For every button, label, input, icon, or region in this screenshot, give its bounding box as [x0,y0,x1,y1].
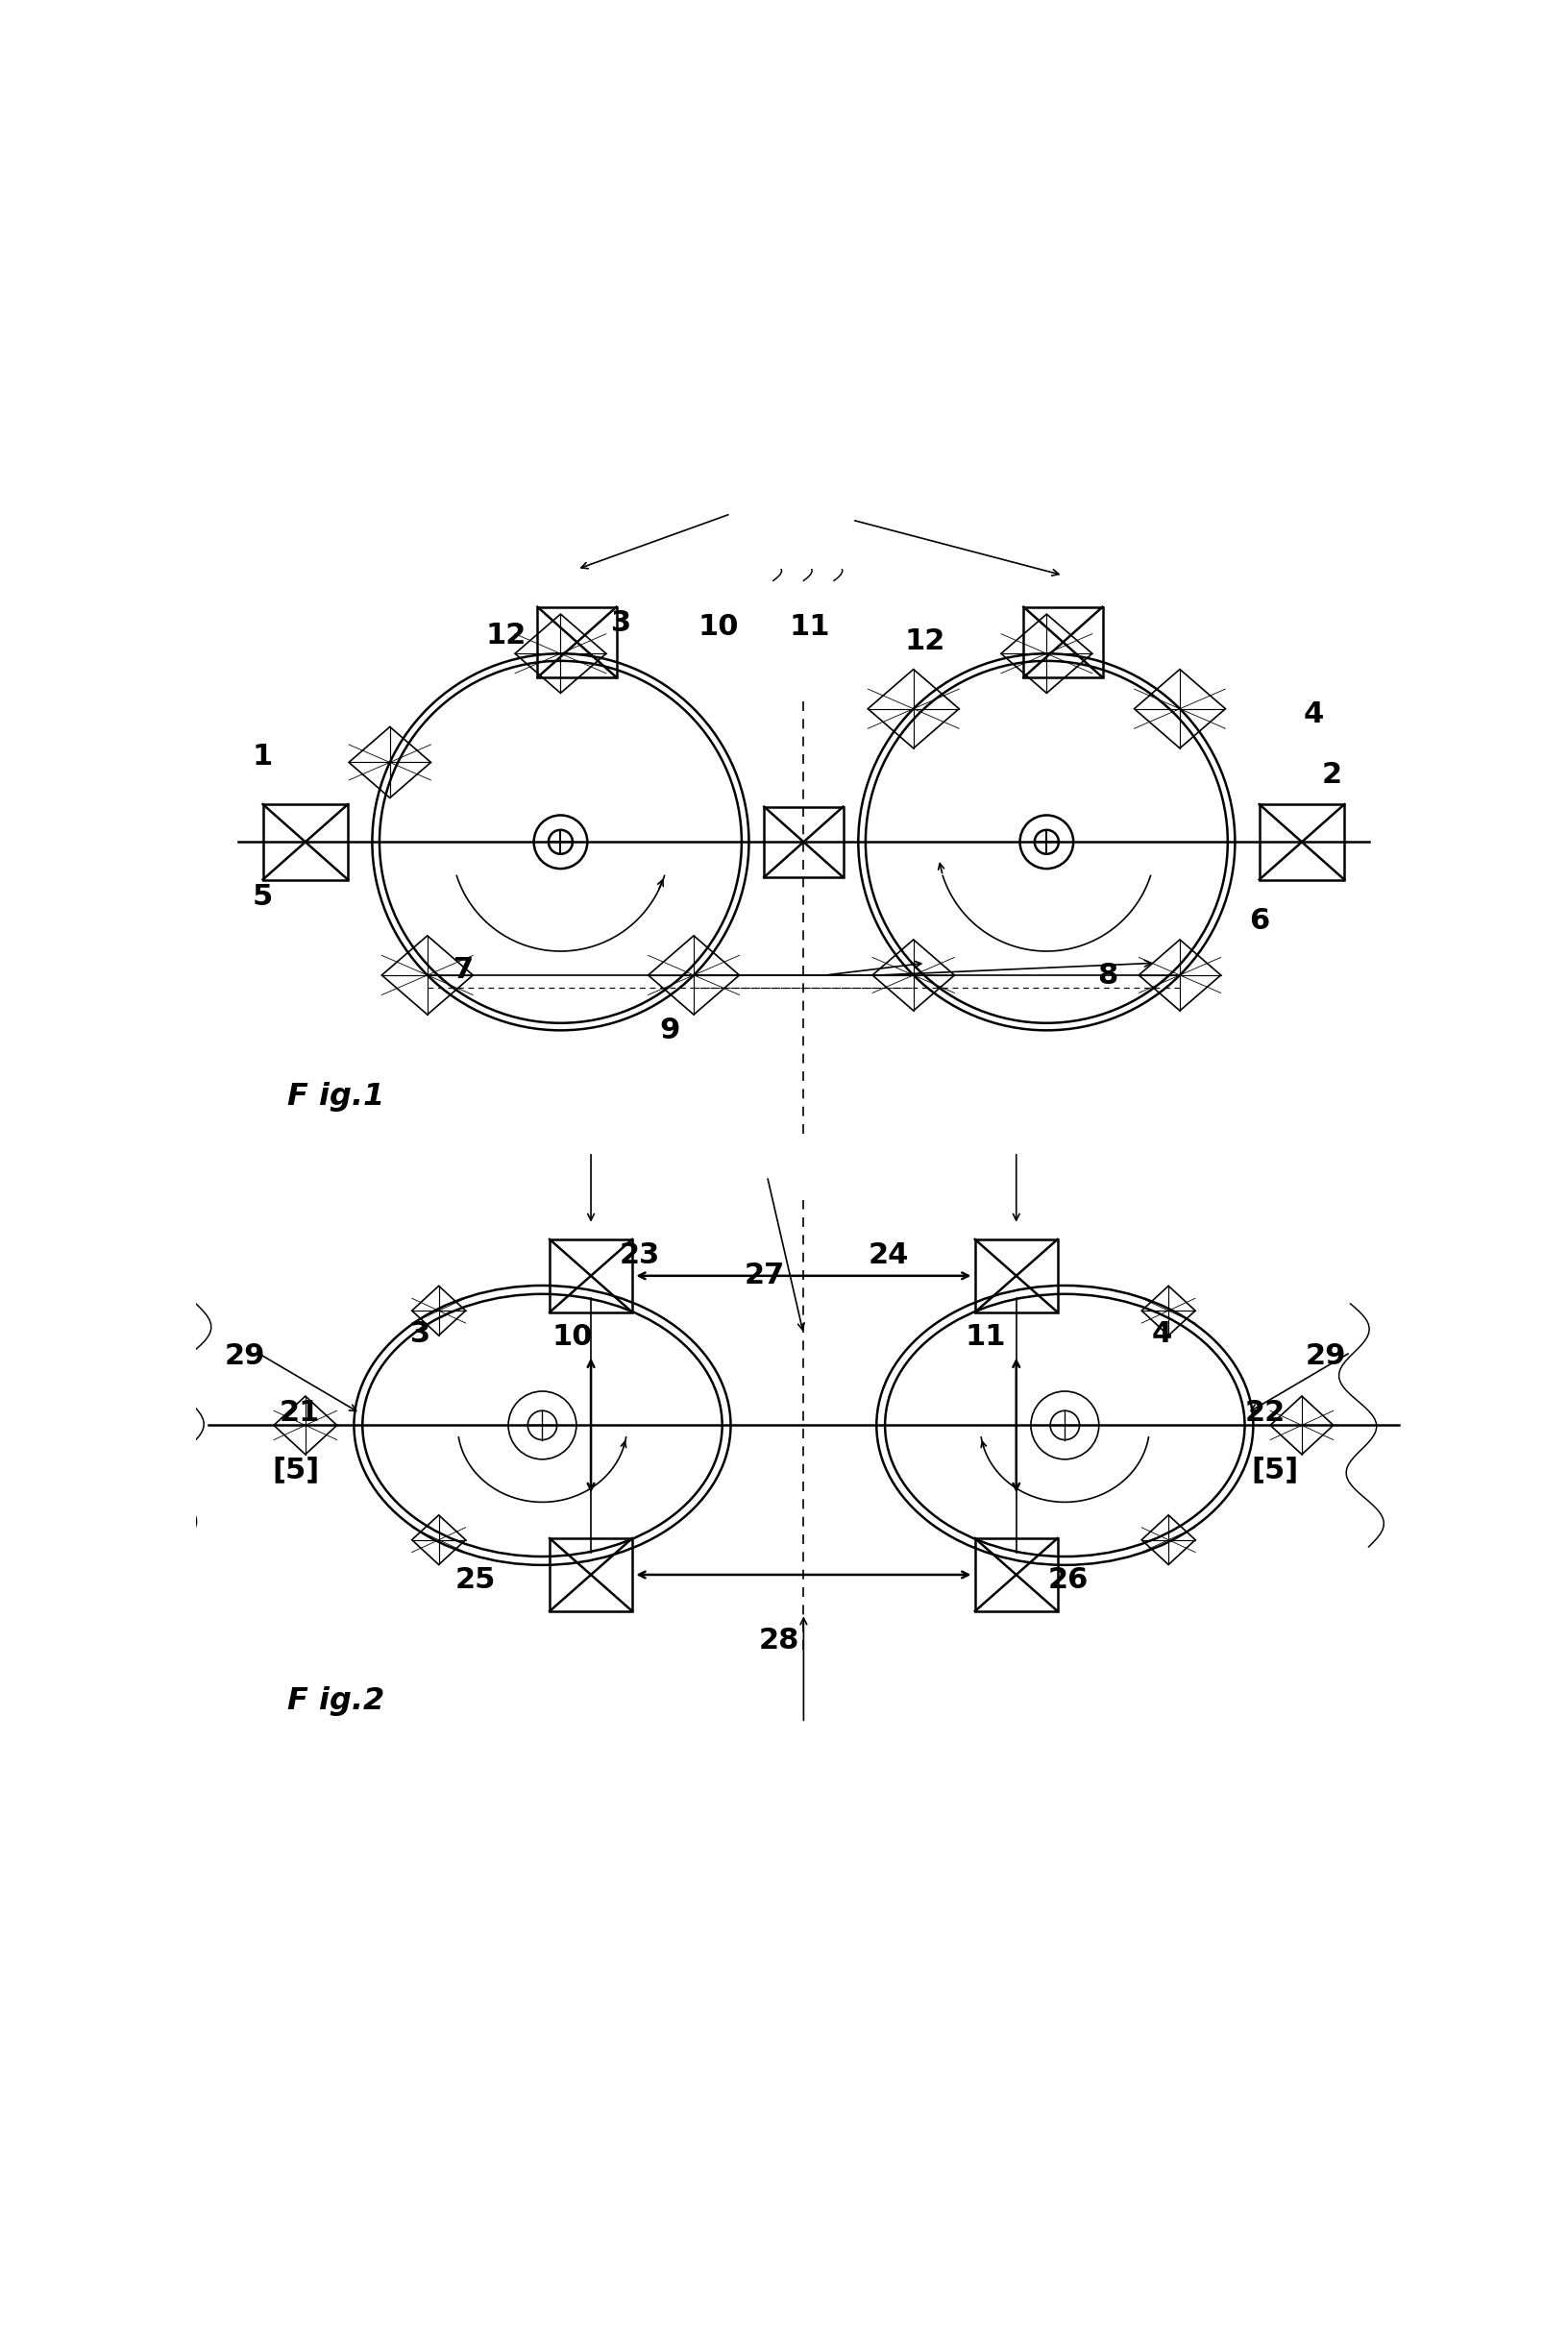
Text: 3: 3 [411,1321,431,1348]
Text: 7: 7 [453,955,474,983]
Text: 1: 1 [252,743,273,771]
Text: 2: 2 [1322,762,1342,790]
Text: 28: 28 [759,1626,800,1654]
Text: 25: 25 [455,1565,495,1593]
Text: 11: 11 [966,1323,1007,1351]
Text: 5: 5 [252,883,273,911]
Text: 22: 22 [1245,1400,1286,1428]
Text: 29: 29 [224,1342,265,1369]
Text: 3: 3 [612,610,632,638]
Text: 29: 29 [1306,1342,1347,1369]
Text: [5]: [5] [1251,1456,1298,1484]
Text: 10: 10 [552,1323,593,1351]
Text: 4: 4 [1152,1321,1173,1348]
Text: 12: 12 [486,622,527,650]
Text: 10: 10 [698,613,739,640]
Text: 27: 27 [745,1262,786,1290]
Text: 6: 6 [1250,906,1270,934]
Text: 23: 23 [619,1241,660,1269]
Text: 26: 26 [1047,1565,1088,1593]
Text: F ig.2: F ig.2 [287,1686,384,1716]
Text: 9: 9 [660,1015,681,1043]
Text: F ig.1: F ig.1 [287,1083,384,1111]
Text: 4: 4 [1303,701,1325,729]
Text: 8: 8 [1098,962,1118,990]
Text: 12: 12 [905,627,946,654]
Text: 11: 11 [789,613,829,640]
Text: 21: 21 [279,1400,320,1428]
Text: [5]: [5] [271,1456,320,1484]
Text: 24: 24 [869,1241,909,1269]
